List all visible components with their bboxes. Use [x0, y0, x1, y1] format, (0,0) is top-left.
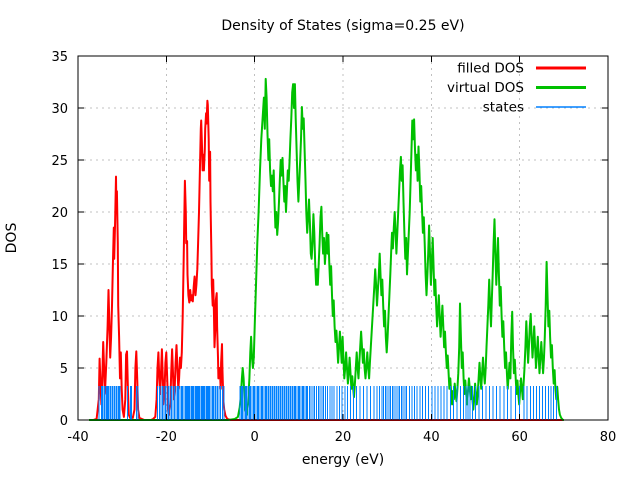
y-tick-label: 0 [60, 414, 68, 429]
y-tick-label: 10 [51, 310, 68, 325]
x-tick-label: 20 [335, 430, 352, 445]
y-tick-label: 20 [51, 206, 68, 221]
x-tick-label: 80 [600, 430, 617, 445]
y-tick-label: 35 [51, 50, 68, 65]
x-tick-label: -20 [156, 430, 177, 445]
x-tick-label: 60 [511, 430, 528, 445]
y-tick-label: 15 [51, 258, 68, 273]
y-tick-label: 25 [51, 154, 68, 169]
filled-dos-curve [89, 99, 564, 421]
legend-label-filled-dos: filled DOS [457, 61, 524, 77]
y-tick-label: 5 [60, 362, 68, 377]
plot-area: -40 -20 0 20 40 60 80 0 5 10 15 20 25 30 35 filled DOS v… [51, 50, 616, 445]
y-tick-label: 30 [51, 102, 68, 117]
states-impulses [98, 385, 557, 420]
x-tick-label: 0 [251, 430, 259, 445]
legend-label-states: states [483, 100, 524, 116]
chart-title: Density of States (sigma=0.25 eV) [221, 18, 464, 34]
x-tick-label: 40 [423, 430, 440, 445]
x-axis-label: energy (eV) [302, 452, 384, 468]
x-tick-label: -40 [67, 430, 88, 445]
legend-label-virtual-dos: virtual DOS [447, 80, 524, 96]
virtual-dos-curve [89, 77, 564, 421]
y-axis-label: DOS [4, 223, 20, 254]
